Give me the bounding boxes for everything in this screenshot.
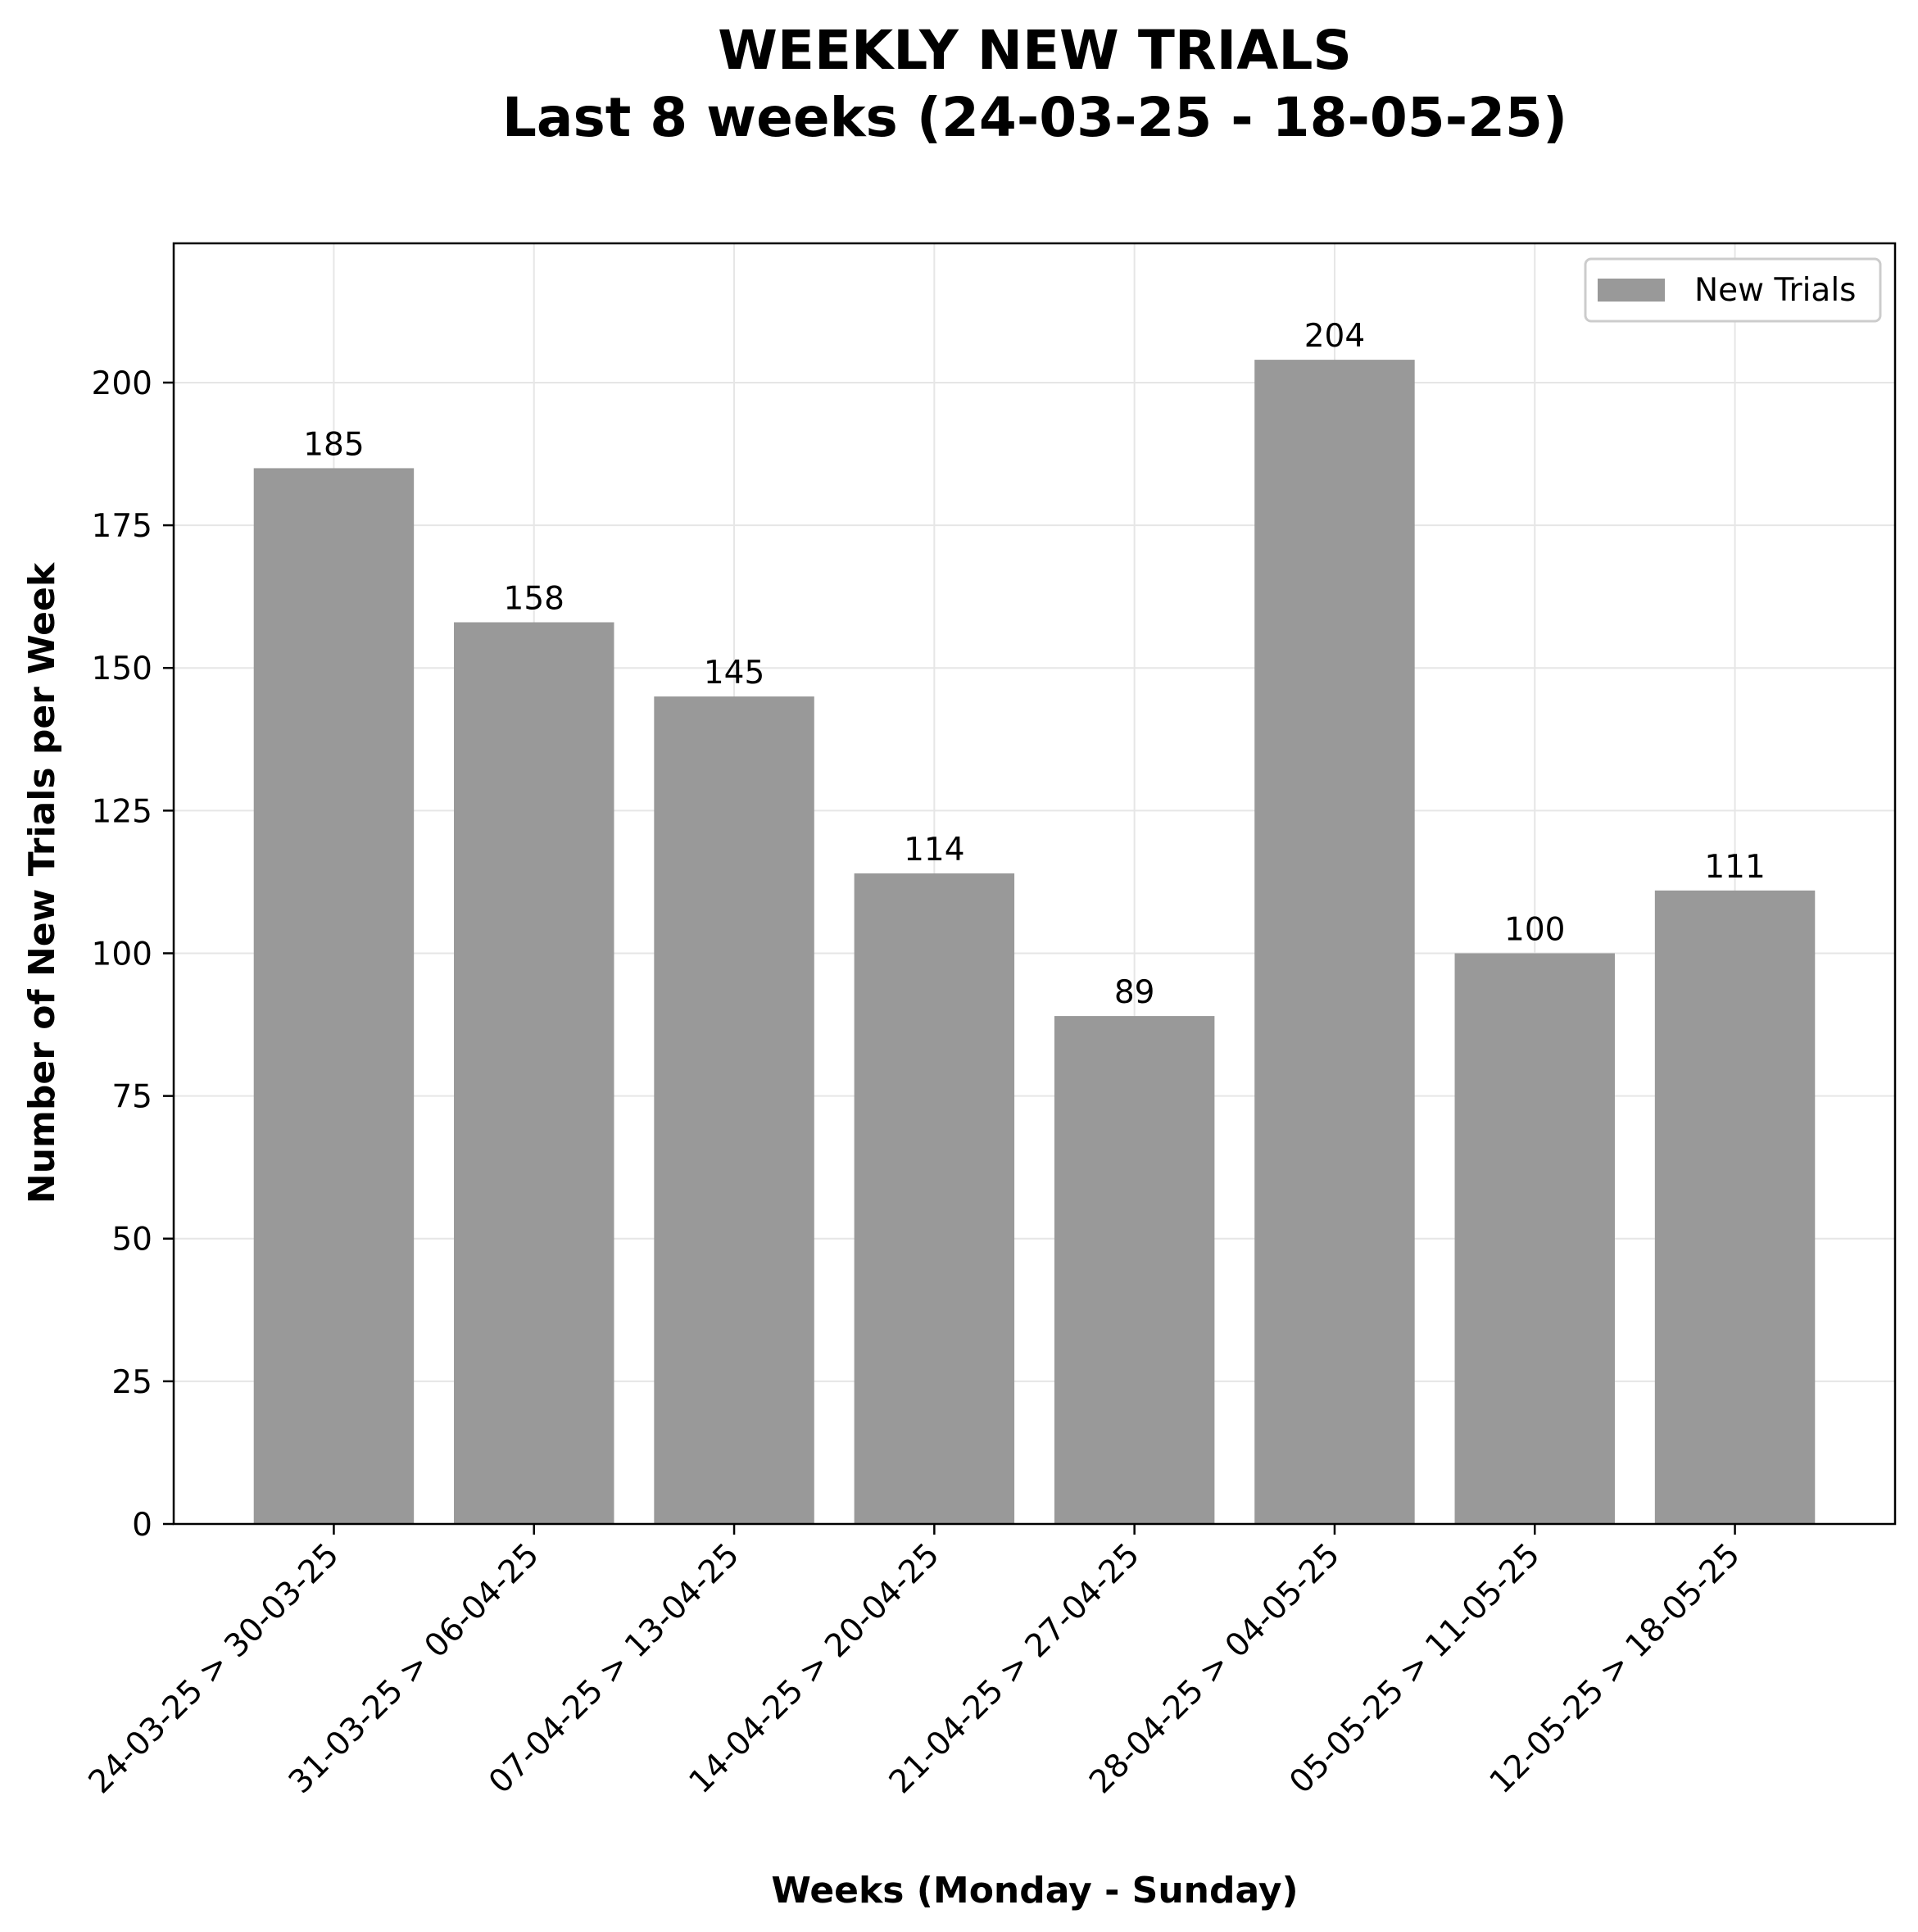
legend-frame bbox=[1584, 257, 1882, 323]
bar-value-label: 204 bbox=[1304, 318, 1365, 355]
bar bbox=[854, 873, 1015, 1524]
bar bbox=[253, 468, 415, 1525]
bars bbox=[253, 360, 1816, 1525]
bar-value-label: 89 bbox=[1114, 974, 1155, 1011]
y-tick-label: 100 bbox=[92, 936, 152, 973]
bar bbox=[1054, 1016, 1215, 1524]
grid-lines bbox=[174, 243, 1895, 1525]
legend: New Trials bbox=[1584, 257, 1882, 323]
chart-subtitle: Last 8 weeks (24-03-25 - 18-05-25) bbox=[502, 86, 1567, 149]
y-tick-label: 200 bbox=[92, 365, 152, 402]
y-tick-label: 125 bbox=[92, 793, 152, 830]
bar-value-label: 111 bbox=[1704, 849, 1765, 886]
y-tick-label: 25 bbox=[111, 1364, 152, 1401]
y-tick-label: 175 bbox=[92, 508, 152, 545]
legend-swatch bbox=[1598, 279, 1665, 302]
bar bbox=[454, 622, 614, 1525]
x-axis-label: Weeks (Monday - Sunday) bbox=[771, 1870, 1298, 1912]
chart-title: WEEKLY NEW TRIALS bbox=[718, 19, 1352, 82]
bar-value-label: 185 bbox=[303, 426, 364, 463]
y-tick-label: 0 bbox=[132, 1507, 152, 1544]
y-axis-label: Number of New Trials per Week bbox=[21, 561, 63, 1204]
y-tick-label: 150 bbox=[92, 651, 152, 687]
y-tick-label: 75 bbox=[111, 1079, 152, 1116]
data-labels: 185 158 145 114 89 204 100 111 bbox=[303, 318, 1766, 1011]
bar-value-label: 114 bbox=[904, 832, 964, 868]
bar bbox=[1254, 360, 1415, 1524]
y-axis: 0 25 50 75 100 125 150 175 200 bbox=[92, 365, 174, 1544]
bar-value-label: 158 bbox=[504, 580, 565, 617]
plot-area-frame bbox=[172, 242, 1897, 1526]
bar bbox=[1454, 953, 1615, 1524]
legend-label: New Trials bbox=[1694, 272, 1856, 309]
y-tick-label: 50 bbox=[111, 1222, 152, 1259]
bar-value-label: 100 bbox=[1504, 911, 1565, 948]
bar bbox=[654, 696, 814, 1524]
bar bbox=[1654, 890, 1816, 1524]
bar-value-label: 145 bbox=[704, 655, 764, 692]
